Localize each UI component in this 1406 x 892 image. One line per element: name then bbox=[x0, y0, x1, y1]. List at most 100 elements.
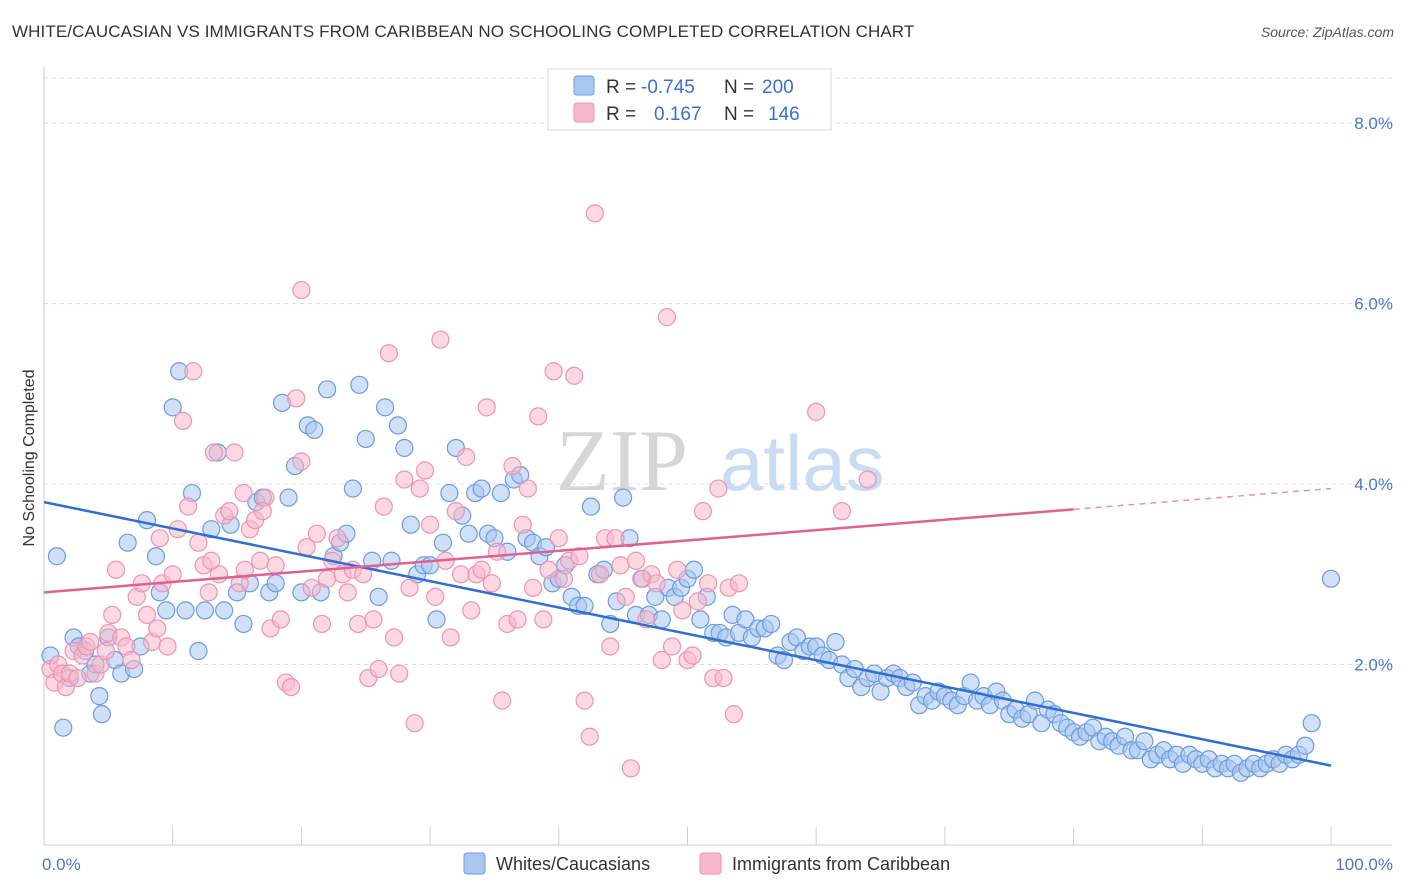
whites-point-102 bbox=[684, 560, 704, 579]
whites-trend-line bbox=[43, 500, 1332, 767]
whites-point-9 bbox=[90, 687, 109, 706]
y-tick-labels: 2.0% 4.0% 6.0% 8.0% bbox=[1354, 114, 1393, 674]
caribbean-point-78 bbox=[426, 587, 445, 606]
caribbean-point-22 bbox=[137, 605, 157, 625]
whites-point-32 bbox=[234, 614, 253, 634]
whites-point-17 bbox=[137, 511, 157, 530]
caribbean-point-34 bbox=[199, 583, 218, 602]
axes bbox=[43, 67, 1392, 846]
caribbean-point-138 bbox=[807, 402, 826, 421]
caribbean-point-16 bbox=[106, 560, 126, 579]
caribbean-point-35 bbox=[204, 443, 223, 462]
whites-point-172 bbox=[1135, 732, 1154, 751]
caribbean-point-26 bbox=[158, 637, 177, 656]
caribbean-point-107 bbox=[575, 691, 594, 710]
legend-swatch-caribbean bbox=[573, 102, 595, 123]
legend-n-value-2: 146 bbox=[768, 104, 800, 125]
whites-point-55 bbox=[382, 551, 401, 570]
whites-point-145 bbox=[961, 673, 980, 692]
caribbean-point-142 bbox=[253, 502, 272, 521]
whites-point-85 bbox=[575, 596, 594, 615]
caribbean-point-145 bbox=[150, 529, 169, 548]
whites-point-64 bbox=[440, 483, 459, 503]
caribbean-point-82 bbox=[446, 502, 465, 521]
whites-point-63 bbox=[433, 533, 453, 552]
whites-point-136 bbox=[903, 673, 922, 692]
series-legend: Whites/Caucasians Immigrants from Caribb… bbox=[463, 852, 950, 875]
whites-point-56 bbox=[388, 416, 408, 435]
whites-point-116 bbox=[774, 650, 794, 670]
caribbean-point-15 bbox=[103, 605, 122, 625]
whites-point-57 bbox=[395, 438, 414, 458]
caribbean-point-57 bbox=[318, 569, 337, 588]
y-tick-label-0: 2.0% bbox=[1354, 656, 1393, 675]
caribbean-point-141 bbox=[292, 280, 311, 300]
caribbean-point-121 bbox=[647, 574, 666, 593]
caribbean-point-124 bbox=[662, 637, 682, 656]
caribbean-point-88 bbox=[477, 398, 496, 417]
caribbean-point-139 bbox=[832, 502, 852, 521]
caribbean-point-123 bbox=[657, 308, 677, 327]
bottom-legend-label-whites: Whites/Caucasians bbox=[496, 854, 650, 874]
caribbean-point-114 bbox=[611, 556, 630, 575]
caribbean-point-71 bbox=[390, 664, 409, 683]
whites-point-51 bbox=[356, 429, 375, 449]
legend-swatch-whites bbox=[573, 75, 595, 96]
caribbean-point-130 bbox=[693, 502, 713, 521]
whites-point-197 bbox=[1296, 736, 1315, 755]
whites-point-50 bbox=[350, 375, 369, 394]
caribbean-point-75 bbox=[410, 479, 429, 498]
caribbean-point-131 bbox=[698, 574, 718, 593]
caribbean-point-81 bbox=[441, 628, 460, 647]
caribbean-point-99 bbox=[534, 610, 553, 629]
caribbean-point-38 bbox=[220, 502, 239, 521]
chart-title: WHITE/CAUCASIAN VS IMMIGRANTS FROM CARIB… bbox=[12, 22, 915, 41]
caribbean-point-91 bbox=[493, 691, 512, 710]
caribbean-point-140 bbox=[858, 470, 877, 489]
whites-point-45 bbox=[318, 380, 337, 399]
caribbean-point-69 bbox=[379, 344, 399, 363]
caribbean-point-134 bbox=[714, 668, 733, 688]
whites-point-29 bbox=[215, 601, 234, 620]
caribbean-point-94 bbox=[508, 610, 527, 629]
whites-point-61 bbox=[421, 556, 440, 575]
whites-point-62 bbox=[427, 610, 446, 629]
caribbean-point-96 bbox=[518, 479, 538, 498]
whites-point-2 bbox=[54, 718, 73, 737]
y-tick-label-3: 8.0% bbox=[1354, 114, 1393, 133]
whites-point-97 bbox=[652, 610, 671, 629]
caribbean-point-110 bbox=[590, 565, 610, 584]
caribbean-point-74 bbox=[405, 714, 424, 733]
caribbean-point-133 bbox=[709, 479, 728, 498]
watermark-atlas: atlas bbox=[720, 419, 885, 507]
caribbean-trend-extension bbox=[1073, 487, 1332, 511]
caribbean-point-102 bbox=[549, 529, 568, 548]
caribbean-point-125 bbox=[668, 560, 687, 579]
legend-r-value-2: 0.167 bbox=[654, 104, 702, 125]
caribbean-point-50 bbox=[282, 677, 301, 697]
caribbean-point-103 bbox=[554, 569, 574, 588]
x-tick-labels: 0.0% 100.0% bbox=[42, 855, 1393, 874]
caribbean-point-67 bbox=[369, 659, 388, 679]
caribbean-point-109 bbox=[585, 204, 604, 223]
correlation-legend: R = -0.745 N = 200 R = 0.167 N = 146 bbox=[547, 68, 832, 131]
whites-point-18 bbox=[146, 547, 166, 566]
series-caribbean-points bbox=[41, 204, 877, 778]
whites-point-21 bbox=[163, 398, 182, 417]
caribbean-point-128 bbox=[683, 646, 702, 665]
trend-lines bbox=[43, 487, 1332, 767]
caribbean-point-68 bbox=[374, 497, 393, 516]
caribbean-point-66 bbox=[364, 610, 383, 629]
caribbean-point-79 bbox=[431, 330, 450, 349]
caribbean-point-105 bbox=[565, 366, 584, 385]
legend-r-value-1: -0.745 bbox=[641, 77, 695, 98]
whites-point-54 bbox=[375, 398, 395, 417]
legend-n-label-2: N = bbox=[724, 104, 754, 125]
x-tick-label-1: 100.0% bbox=[1335, 855, 1393, 874]
whites-point-67 bbox=[459, 524, 478, 543]
caribbean-point-100 bbox=[539, 560, 558, 579]
caribbean-point-47 bbox=[266, 556, 285, 575]
caribbean-point-55 bbox=[307, 524, 326, 543]
whites-point-25 bbox=[189, 641, 208, 661]
caribbean-point-7 bbox=[68, 668, 87, 688]
